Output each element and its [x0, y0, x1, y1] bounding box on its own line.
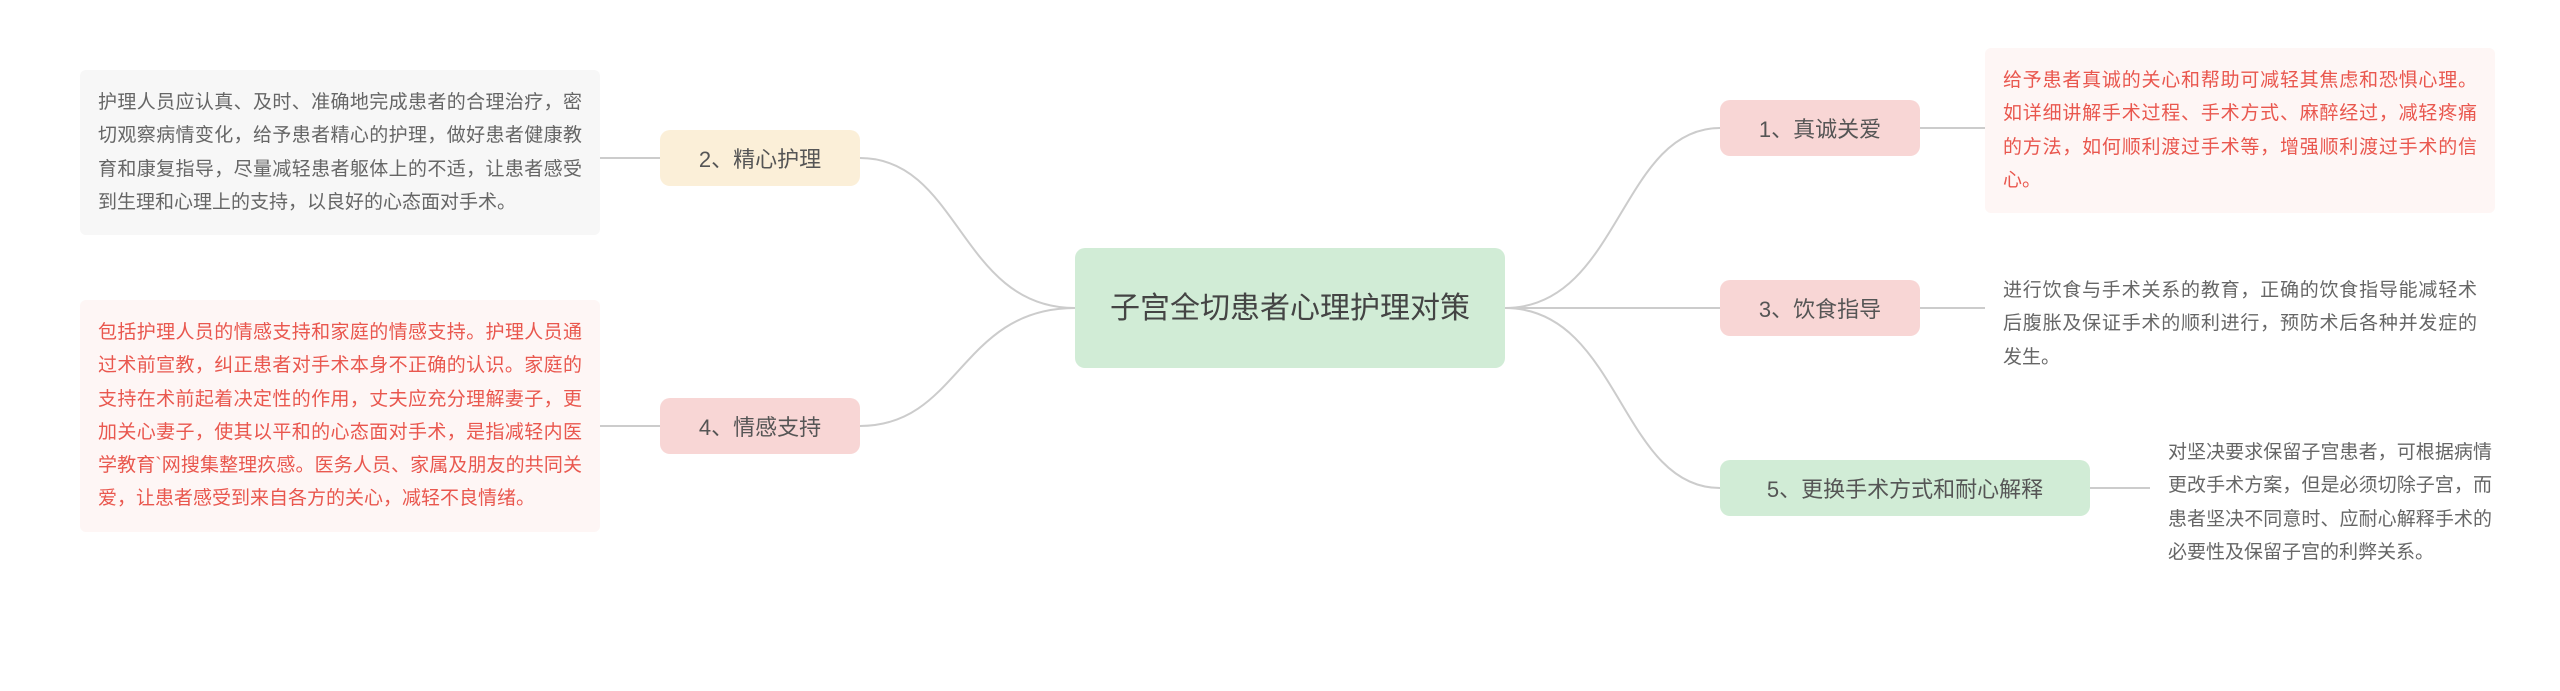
center-node: 子宫全切患者心理护理对策 [1075, 248, 1505, 368]
desc-5: 对坚决要求保留子宫患者，可根据病情更改手术方案，但是必须切除子宫，而患者坚决不同… [2150, 420, 2510, 585]
desc-1: 给予患者真诚的关心和帮助可减轻其焦虑和恐惧心理。如详细讲解手术过程、手术方式、麻… [1985, 48, 2495, 213]
branch-3: 3、饮食指导 [1720, 280, 1920, 336]
branch-3-label: 3、饮食指导 [1759, 292, 1881, 324]
branch-4: 4、情感支持 [660, 398, 860, 454]
center-label: 子宫全切患者心理护理对策 [1110, 286, 1470, 331]
branch-5-label: 5、更换手术方式和耐心解释 [1767, 472, 2043, 504]
branch-5: 5、更换手术方式和耐心解释 [1720, 460, 2090, 516]
branch-4-label: 4、情感支持 [699, 410, 821, 442]
branch-2-label: 2、精心护理 [699, 142, 821, 174]
branch-2: 2、精心护理 [660, 130, 860, 186]
desc-2: 护理人员应认真、及时、准确地完成患者的合理治疗，密切观察病情变化，给予患者精心的… [80, 70, 600, 235]
branch-1-label: 1、真诚关爱 [1759, 112, 1881, 144]
branch-1: 1、真诚关爱 [1720, 100, 1920, 156]
desc-4: 包括护理人员的情感支持和家庭的情感支持。护理人员通过术前宣教，纠正患者对手术本身… [80, 300, 600, 532]
desc-3: 进行饮食与手术关系的教育，正确的饮食指导能减轻术后腹胀及保证手术的顺利进行，预防… [1985, 258, 2495, 390]
